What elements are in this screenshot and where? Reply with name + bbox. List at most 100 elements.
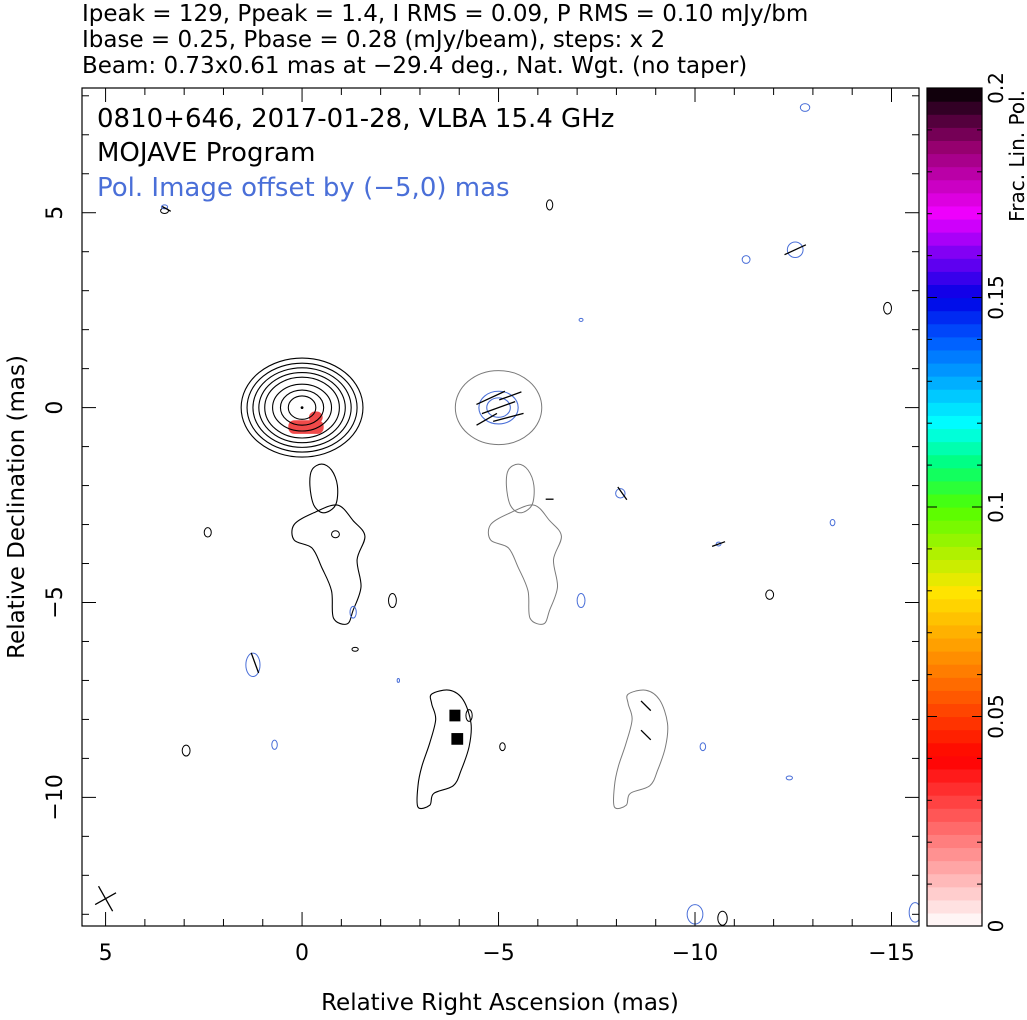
core-contour xyxy=(246,362,358,453)
colorbar-band xyxy=(927,114,982,128)
noise-contour xyxy=(465,709,473,722)
evpa-tick xyxy=(476,390,506,406)
colorbar-band xyxy=(927,533,982,547)
noise-contour xyxy=(351,646,359,652)
pol-noise-contour xyxy=(785,775,793,781)
colorbar-band xyxy=(927,585,982,600)
core-contour xyxy=(264,376,340,439)
colorbar-band xyxy=(927,703,982,718)
header-line-beam: Beam: 0.73x0.61 mas at −29.4 deg., Nat. … xyxy=(82,53,748,79)
colorbar-band xyxy=(927,480,982,495)
colorbar-band xyxy=(927,716,982,731)
noise-contour xyxy=(545,199,554,211)
jet-contour xyxy=(291,504,366,625)
y-tick-label: −10 xyxy=(43,774,68,820)
pol-noise-contour xyxy=(741,255,751,264)
colorbar-band xyxy=(927,677,982,691)
noise-contour xyxy=(883,301,892,315)
colorbar-band xyxy=(927,323,982,338)
colorbar-band xyxy=(927,127,982,141)
colorbar-band xyxy=(927,310,982,325)
colorbar-band xyxy=(927,886,982,901)
pol-noise-contour xyxy=(245,652,261,678)
evpa-tick xyxy=(499,391,522,401)
pol-noise-contour xyxy=(715,541,722,547)
colorbar-band xyxy=(927,467,982,482)
core-peak xyxy=(300,406,304,410)
colorbar-band xyxy=(927,166,982,181)
colorbar-band xyxy=(927,624,982,639)
pol-noise-contour xyxy=(576,593,586,609)
core-contour xyxy=(272,383,333,432)
header-line-base: Ibase = 0.25, Pbase = 0.28 (mJy/beam), s… xyxy=(82,27,666,53)
colorbar-band xyxy=(927,808,982,822)
evpa-tick xyxy=(784,244,807,256)
noise-contour xyxy=(717,910,728,926)
colorbar-band xyxy=(927,415,982,430)
evpa-tick xyxy=(640,729,652,741)
y-tick-label: −5 xyxy=(43,586,68,618)
frac-pol-patch-dark xyxy=(451,733,464,745)
x-tick-label: −15 xyxy=(868,941,914,966)
evpa-tick xyxy=(493,412,524,423)
colorbar-band xyxy=(927,153,982,168)
colorbar-band xyxy=(927,271,982,286)
y-axis-label: Relative Declination (mas) xyxy=(4,355,30,659)
noise-contour xyxy=(181,744,191,757)
colorbar-band xyxy=(927,899,982,914)
colorbar-band xyxy=(927,349,982,364)
core-contour xyxy=(287,395,317,420)
map-title: 0810+646, 2017-01-28, VLBA 15.4 GHz xyxy=(97,104,614,134)
colorbar-band xyxy=(927,88,982,102)
colorbar-band xyxy=(927,205,982,220)
pol-noise-contour xyxy=(786,241,804,259)
pol-noise-contour xyxy=(799,103,811,112)
evpa-tick xyxy=(161,205,172,212)
frac-pol-patch-dark xyxy=(449,709,461,722)
noise-contour xyxy=(388,593,397,609)
pol-noise-contour xyxy=(349,605,357,619)
x-tick-label: 0 xyxy=(295,941,309,966)
pol-offset-annotation: Pol. Image offset by (−5,0) mas xyxy=(97,173,510,203)
colorbar-band xyxy=(927,742,982,757)
colorbar-band xyxy=(927,847,982,862)
colorbar-label: Frac. Lin. Pol. xyxy=(1005,90,1027,222)
pol-noise-contour xyxy=(578,317,584,322)
colorbar-band xyxy=(927,611,982,626)
plot-frame xyxy=(81,87,920,927)
noise-contour xyxy=(331,530,340,539)
evpa-tick xyxy=(481,400,516,415)
colorbar-band xyxy=(927,218,982,233)
pol-noise-contour xyxy=(271,739,278,750)
colorbar-band xyxy=(927,297,982,312)
colorbar-band xyxy=(927,507,982,521)
beam-cross xyxy=(94,892,117,906)
colorbar-band xyxy=(927,245,982,259)
colorbar-tick-label: 0.15 xyxy=(984,275,1008,320)
noise-contour xyxy=(499,742,506,752)
core-contour xyxy=(240,357,364,458)
pol-noise-contour xyxy=(908,902,919,923)
plot-layer xyxy=(94,103,919,926)
colorbar-band xyxy=(927,258,982,272)
pol-noise-contour xyxy=(699,742,707,752)
colorbar-band xyxy=(927,572,982,587)
colorbar-band xyxy=(927,389,982,403)
x-tick-label: −10 xyxy=(672,941,718,966)
colorbar-band xyxy=(927,520,982,534)
colorbar-band xyxy=(927,664,982,678)
evpa-tick xyxy=(640,700,652,712)
colorbar-tick-label: 0 xyxy=(984,920,1008,933)
axes-layer: 5 0 −5 −10 −15 5 0 −5 −10 Relative Right Ascensio… xyxy=(4,87,920,1016)
core-contour xyxy=(258,371,346,444)
evpa-tick xyxy=(617,486,628,501)
colorbar-band xyxy=(927,192,982,207)
colorbar-band xyxy=(927,546,982,560)
colorbar-tick-label: 0.2 xyxy=(984,72,1008,104)
colorbar-band xyxy=(927,690,982,705)
colorbar-band xyxy=(927,651,982,665)
colorbar-band xyxy=(927,559,982,574)
colorbar-band xyxy=(927,376,982,390)
